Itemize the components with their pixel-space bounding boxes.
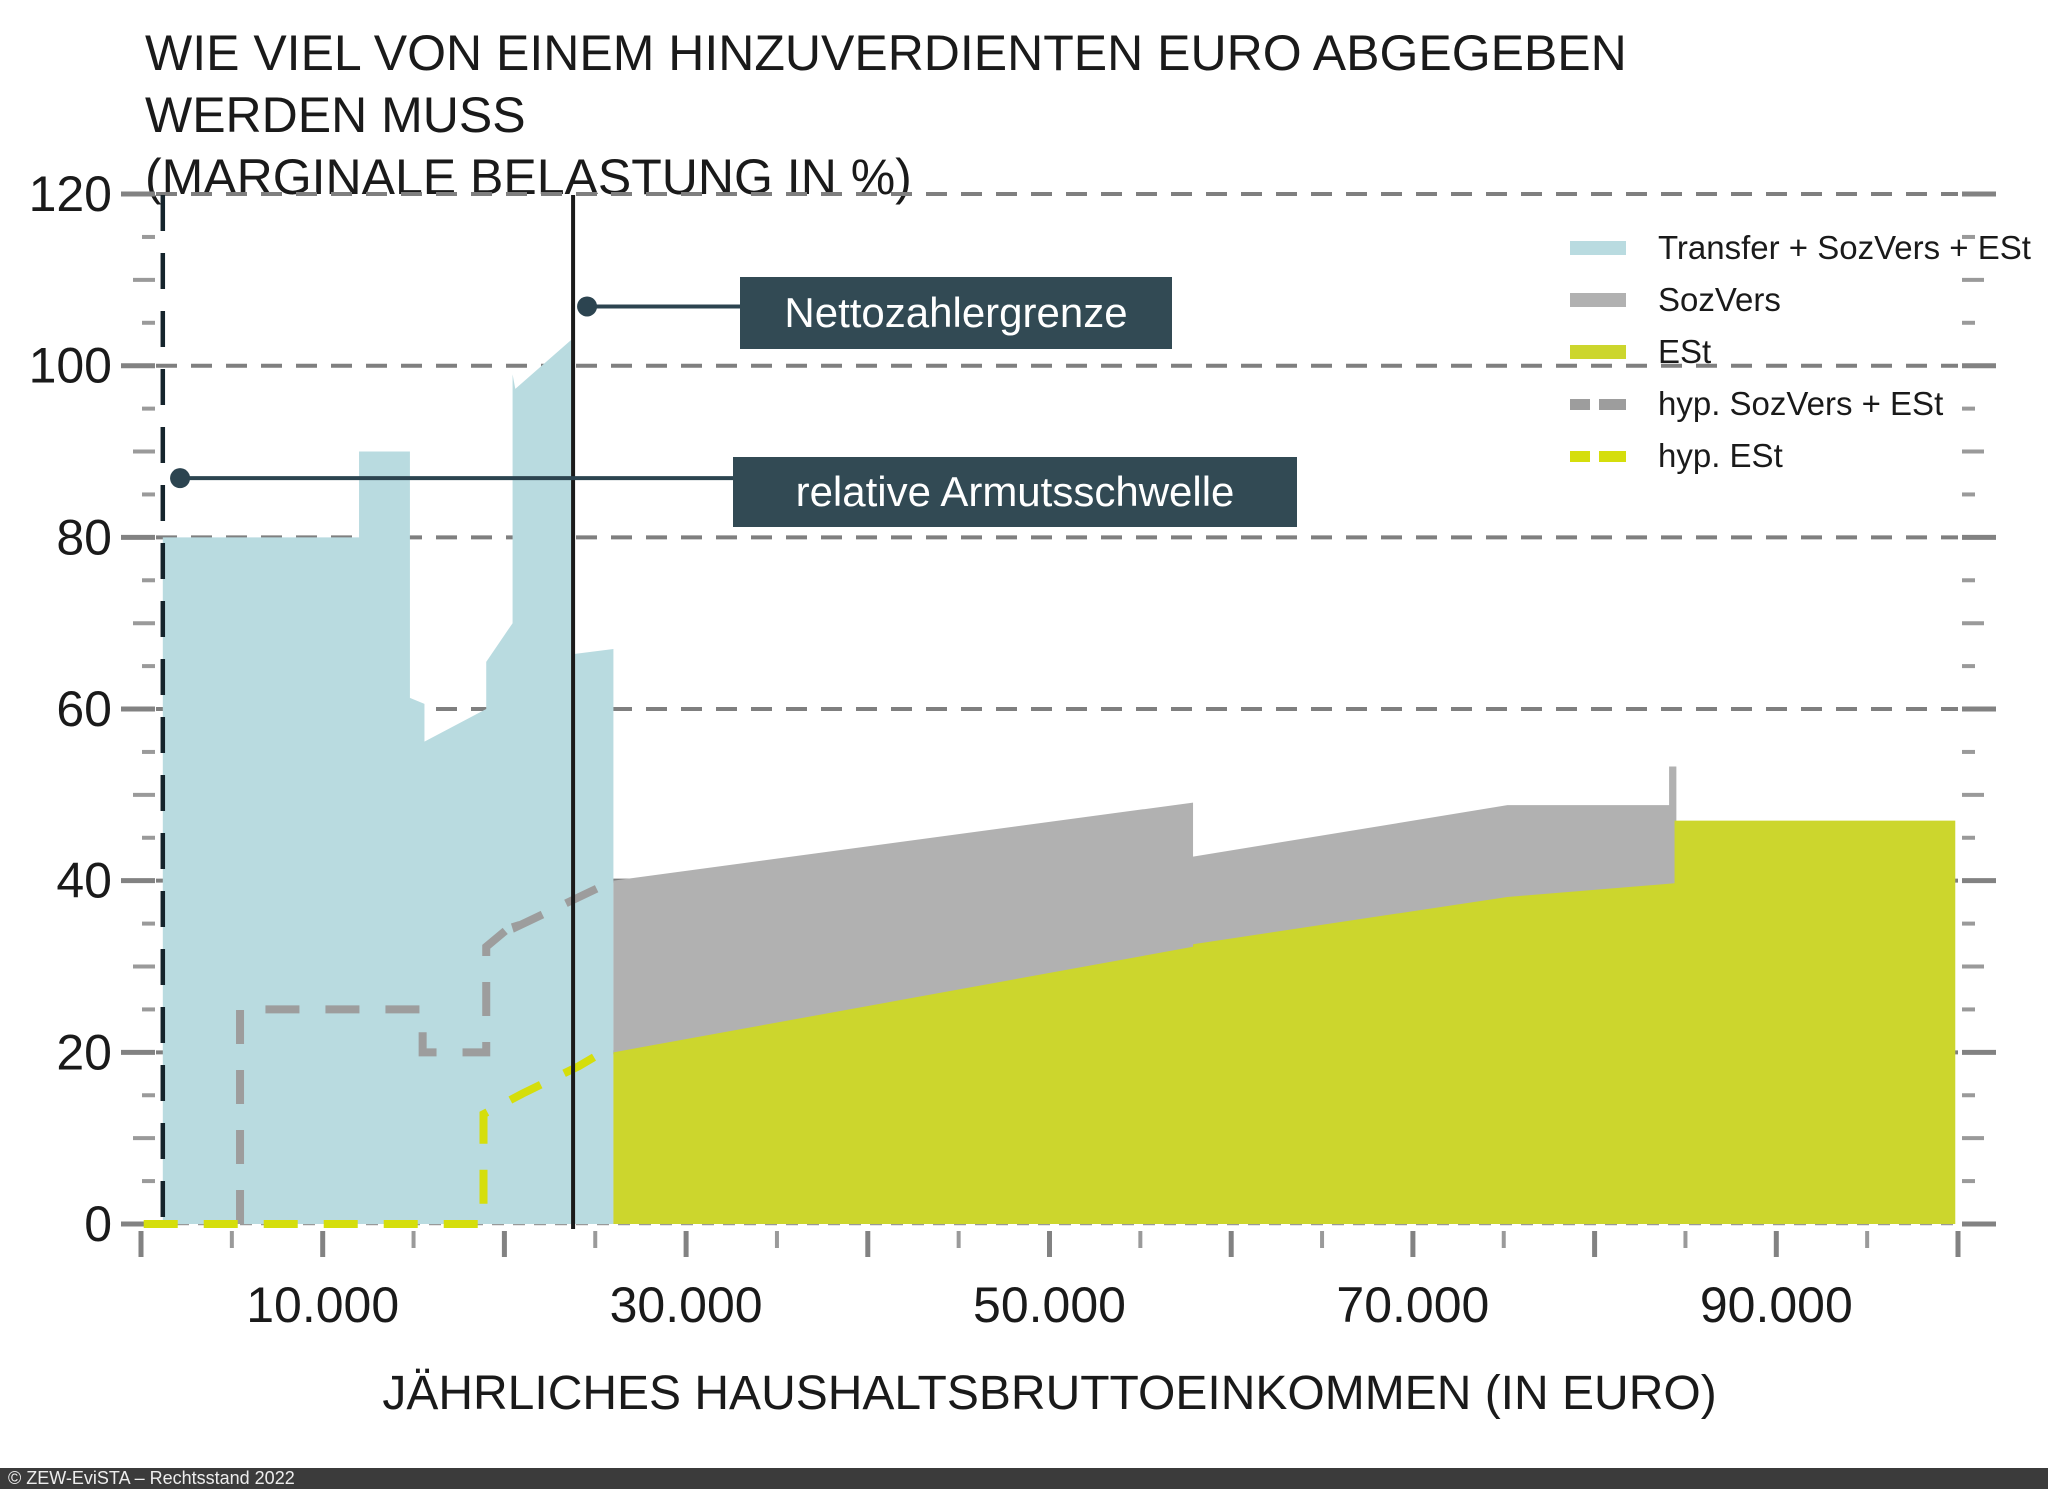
area-transfer-sozvers-est xyxy=(162,338,614,1225)
copyright-bar: © ZEW-EviSTA – Rechtsstand 2022 xyxy=(0,1468,2048,1489)
legend-label: SozVers xyxy=(1658,281,1781,318)
legend-item-hyp-est: hyp. ESt xyxy=(1570,430,2031,482)
chart-title: WIE VIEL VON EINEM HINZUVERDIENTEN EURO … xyxy=(145,22,1845,208)
y-tick-label-120: 120 xyxy=(29,166,112,222)
line-hyp-est xyxy=(143,1048,614,1228)
y-tick-label-0: 0 xyxy=(84,1196,112,1252)
y-tick-label-20: 20 xyxy=(56,1024,112,1080)
legend-label: hyp. SozVers + ESt xyxy=(1658,385,1944,422)
x-axis-title: JÄHRLICHES HAUSHALTSBRUTTOEINKOMMEN (IN … xyxy=(382,1367,1717,1420)
annotation-relative-armutsschwelle: relative Armutsschwelle xyxy=(733,457,1297,527)
legend-item-hyp-sozvers-est: hyp. SozVers + ESt xyxy=(1570,378,2031,430)
y-tick-label-40: 40 xyxy=(56,853,112,909)
legend-item-transfer-sozvers-est: Transfer + SozVers + ESt xyxy=(1570,222,2031,274)
legend-label: ESt xyxy=(1658,333,1712,370)
x-tick-label-50000: 50.000 xyxy=(973,1277,1126,1333)
x-tick-label-90000: 90.000 xyxy=(1700,1277,1853,1333)
line-hyp-sozvers-est xyxy=(236,877,616,1224)
legend-swatch-hyp-est xyxy=(1570,450,1626,462)
area-est xyxy=(613,820,1956,1224)
y-tick-label-60: 60 xyxy=(56,681,112,737)
annotation-nettozahlergrenze-label: Nettozahlergrenze xyxy=(784,289,1128,336)
y-tick-label-80: 80 xyxy=(56,509,112,565)
x-tick-label-10000: 10.000 xyxy=(246,1277,399,1333)
chart-title-line1: WIE VIEL VON EINEM HINZUVERDIENTEN EURO … xyxy=(145,25,1627,143)
x-tick-label-30000: 30.000 xyxy=(610,1277,763,1333)
annotation-dot-1 xyxy=(170,468,191,489)
annotation-nettozahlergrenze: Nettozahlergrenze xyxy=(740,277,1172,349)
copyright-text: © ZEW-EviSTA – Rechtsstand 2022 xyxy=(8,1468,295,1488)
legend: Transfer + SozVers + ESt SozVers ESt hyp… xyxy=(1570,222,2031,482)
x-tick-label-70000: 70.000 xyxy=(1336,1277,1489,1333)
legend-swatch-transfer-sozvers-est xyxy=(1570,241,1626,255)
legend-label: hyp. ESt xyxy=(1658,437,1783,474)
y-tick-label-100: 100 xyxy=(29,338,112,394)
legend-swatch-sozvers xyxy=(1570,293,1626,307)
legend-item-sozvers: SozVers xyxy=(1570,274,2031,326)
legend-item-est: ESt xyxy=(1570,326,2031,378)
legend-label: Transfer + SozVers + ESt xyxy=(1658,229,2031,266)
legend-swatch-hyp-sozvers-est xyxy=(1570,398,1626,410)
legend-swatch-est xyxy=(1570,345,1626,359)
annotation-dot-0 xyxy=(577,296,598,317)
annotation-relative-armutsschwelle-label: relative Armutsschwelle xyxy=(795,468,1235,515)
